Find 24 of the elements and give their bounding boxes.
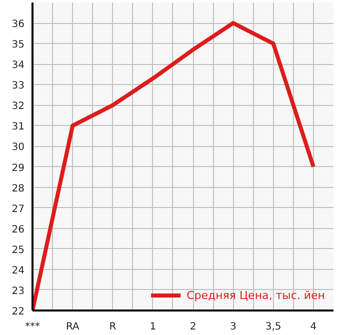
x-tick-label: 3,5: [265, 322, 282, 332]
y-tick-label: 23: [12, 286, 25, 297]
y-tick-label: 32: [12, 101, 25, 112]
y-tick-label: 30: [12, 142, 25, 154]
x-tick-label: R: [109, 322, 116, 332]
y-tick-label: 27: [12, 204, 25, 215]
legend-label: Средняя Цена, тыс. йен: [186, 288, 325, 302]
x-tick-label: ***: [25, 322, 40, 332]
y-tick-label: 24: [12, 265, 25, 276]
y-tick-label: 35: [12, 40, 25, 51]
x-tick-label: 4: [310, 322, 317, 332]
y-tick-label: 29: [12, 162, 25, 174]
y-tick-label: 22: [12, 306, 25, 318]
y-tick-label: 31: [12, 122, 25, 133]
y-tick-label: 25: [12, 244, 25, 256]
x-tick-label: RA: [66, 322, 80, 332]
y-tick-label: 26: [12, 224, 25, 236]
x-tick-label: 2: [190, 322, 196, 332]
y-tick-label: 34: [12, 60, 25, 72]
x-tick-label: 1: [150, 322, 156, 332]
x-tick-label: 3: [230, 322, 236, 332]
y-tick-label: 28: [12, 183, 25, 194]
y-tick-label: 33: [12, 80, 25, 92]
y-tick-label: 36: [12, 19, 25, 30]
